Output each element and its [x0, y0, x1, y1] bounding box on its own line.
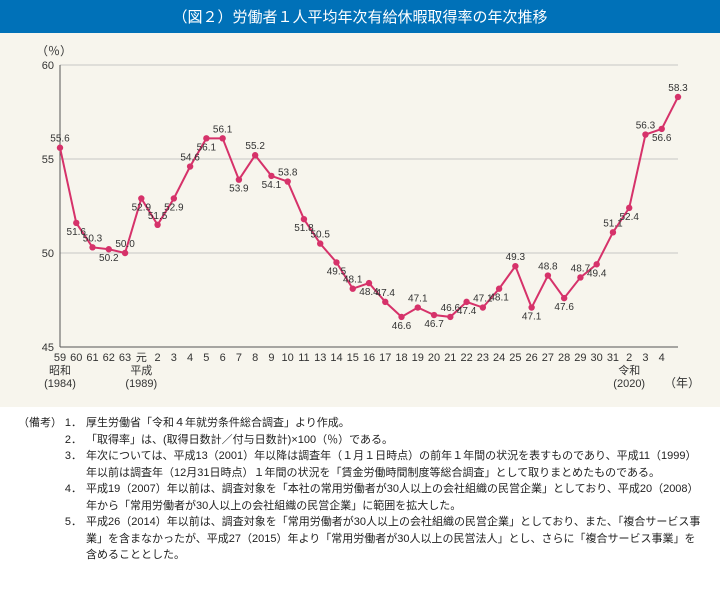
svg-text:11: 11 — [298, 352, 309, 364]
svg-text:4: 4 — [187, 352, 193, 364]
svg-text:17: 17 — [379, 352, 391, 364]
svg-text:22: 22 — [460, 352, 472, 364]
svg-text:15: 15 — [347, 352, 359, 364]
svg-text:（年）: （年） — [664, 376, 700, 390]
svg-text:49.4: 49.4 — [587, 268, 607, 279]
svg-text:(2020): (2020) — [613, 378, 645, 390]
svg-text:21: 21 — [444, 352, 456, 364]
svg-text:16: 16 — [363, 352, 375, 364]
line-chart: （％）4550556055.651.650.350.250.052.951.55… — [14, 41, 706, 401]
svg-text:28: 28 — [558, 352, 570, 364]
svg-text:53.9: 53.9 — [229, 184, 249, 195]
svg-text:54.1: 54.1 — [262, 180, 282, 191]
svg-text:10: 10 — [282, 352, 294, 364]
svg-text:48.1: 48.1 — [489, 293, 509, 304]
svg-text:26: 26 — [526, 352, 538, 364]
svg-text:（％）: （％） — [36, 44, 72, 58]
svg-text:3: 3 — [642, 352, 648, 364]
svg-text:46.7: 46.7 — [424, 319, 444, 330]
svg-text:47.4: 47.4 — [457, 306, 477, 317]
svg-text:8: 8 — [252, 352, 258, 364]
svg-text:47.1: 47.1 — [522, 312, 542, 323]
svg-text:49.3: 49.3 — [506, 252, 526, 263]
svg-text:60: 60 — [70, 352, 82, 364]
svg-text:14: 14 — [330, 352, 342, 364]
svg-text:55.2: 55.2 — [245, 141, 265, 152]
chart-area: （％）4550556055.651.650.350.250.052.951.55… — [0, 33, 720, 407]
svg-text:56.3: 56.3 — [636, 121, 656, 132]
svg-text:6: 6 — [220, 352, 226, 364]
svg-text:18: 18 — [395, 352, 407, 364]
svg-text:平成: 平成 — [130, 364, 152, 377]
svg-text:55: 55 — [42, 154, 54, 166]
svg-text:25: 25 — [509, 352, 521, 364]
svg-text:46.6: 46.6 — [392, 321, 412, 332]
svg-text:47.1: 47.1 — [408, 294, 428, 305]
svg-text:2: 2 — [155, 352, 161, 364]
svg-text:58.3: 58.3 — [668, 83, 688, 94]
svg-text:(1989): (1989) — [125, 378, 157, 390]
svg-text:60: 60 — [42, 60, 54, 72]
svg-text:9: 9 — [268, 352, 274, 364]
svg-text:55.6: 55.6 — [50, 134, 70, 145]
svg-text:昭和: 昭和 — [49, 364, 71, 377]
svg-text:56.1: 56.1 — [197, 142, 217, 153]
svg-text:元: 元 — [136, 352, 147, 364]
svg-text:50.5: 50.5 — [310, 230, 330, 241]
svg-text:23: 23 — [477, 352, 489, 364]
svg-text:30: 30 — [591, 352, 603, 364]
svg-text:62: 62 — [103, 352, 115, 364]
svg-text:52.9: 52.9 — [164, 202, 184, 213]
svg-text:20: 20 — [428, 352, 440, 364]
svg-text:48.1: 48.1 — [343, 275, 363, 286]
svg-text:56.6: 56.6 — [652, 133, 672, 144]
svg-text:5: 5 — [203, 352, 209, 364]
svg-text:4: 4 — [659, 352, 665, 364]
svg-text:61: 61 — [86, 352, 98, 364]
svg-text:3: 3 — [171, 352, 177, 364]
svg-text:13: 13 — [314, 352, 326, 364]
svg-text:48.8: 48.8 — [538, 262, 558, 273]
svg-text:54.6: 54.6 — [180, 153, 200, 164]
svg-text:31: 31 — [607, 352, 619, 364]
svg-text:50: 50 — [42, 248, 54, 260]
svg-text:29: 29 — [574, 352, 586, 364]
svg-text:2: 2 — [626, 352, 632, 364]
svg-text:63: 63 — [119, 352, 131, 364]
svg-text:19: 19 — [412, 352, 424, 364]
svg-text:56.1: 56.1 — [213, 124, 233, 135]
svg-text:24: 24 — [493, 352, 505, 364]
svg-text:27: 27 — [542, 352, 554, 364]
svg-text:47.6: 47.6 — [554, 302, 574, 313]
svg-text:(1984): (1984) — [44, 378, 76, 390]
svg-text:45: 45 — [42, 342, 54, 354]
chart-title: （図２）労働者１人平均年次有給休暇取得率の年次推移 — [0, 0, 720, 33]
svg-text:50.0: 50.0 — [115, 239, 135, 250]
footnotes: （備考）1．厚生労働省「令和４年就労条件総合調査」より作成。2．「取得率」は、(… — [0, 407, 720, 578]
svg-text:50.2: 50.2 — [99, 253, 119, 264]
svg-text:47.4: 47.4 — [376, 288, 396, 299]
svg-text:令和: 令和 — [618, 363, 640, 377]
svg-text:59: 59 — [54, 352, 66, 364]
svg-text:52.4: 52.4 — [619, 212, 639, 223]
svg-text:50.3: 50.3 — [83, 233, 103, 244]
svg-text:7: 7 — [236, 352, 242, 364]
svg-text:53.8: 53.8 — [278, 168, 298, 179]
